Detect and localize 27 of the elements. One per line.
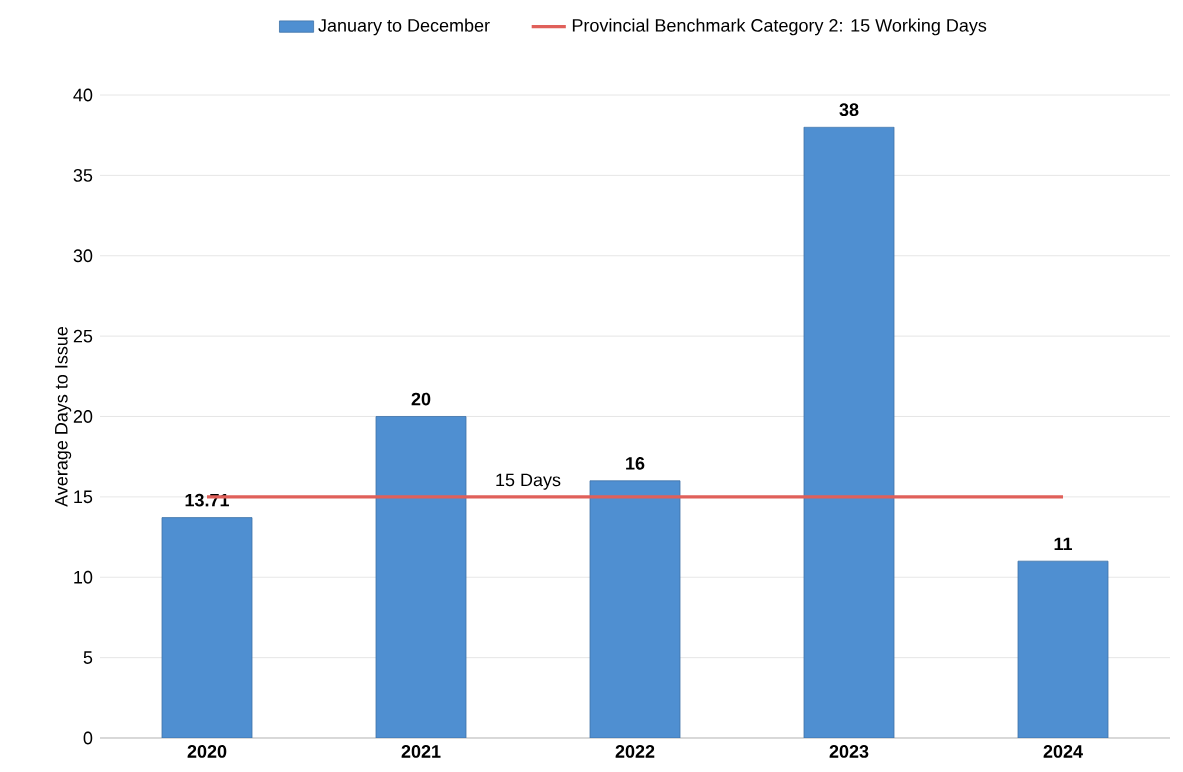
y-tick-label: 20 <box>73 410 93 423</box>
y-tick-label: 10 <box>74 570 93 584</box>
y-tick-label: 35 <box>73 168 93 182</box>
y-tick-label: 0 <box>83 731 93 745</box>
bar <box>1017 560 1109 738</box>
data-label: 20 <box>411 392 431 406</box>
bar <box>803 126 895 738</box>
y-tick-label: 15 <box>74 490 93 504</box>
data-label: 16 <box>626 456 645 470</box>
y-axis-title: Average Days to Issue <box>55 326 72 507</box>
data-label: 11 <box>1054 537 1073 551</box>
legend-label: Provincial Benchmark Category 2: 15 Working Days <box>572 18 987 36</box>
y-tick-label: 5 <box>83 651 93 664</box>
bar <box>161 517 253 738</box>
x-tick-label: 2020 <box>187 745 227 758</box>
y-tick-label: 30 <box>73 249 93 263</box>
legend-label: January to December <box>318 18 490 36</box>
bar <box>375 416 467 738</box>
data-label: 38 <box>839 103 859 117</box>
annotation: 15 Days <box>496 473 561 490</box>
x-tick-label: 2021 <box>401 745 441 758</box>
x-tick-label: 2023 <box>829 745 869 758</box>
y-tick-label: 40 <box>73 88 93 102</box>
bar <box>589 480 681 738</box>
x-tick-label: 2022 <box>615 745 655 758</box>
y-tick-label: 25 <box>73 329 93 343</box>
x-tick-label: 2024 <box>1043 745 1083 758</box>
